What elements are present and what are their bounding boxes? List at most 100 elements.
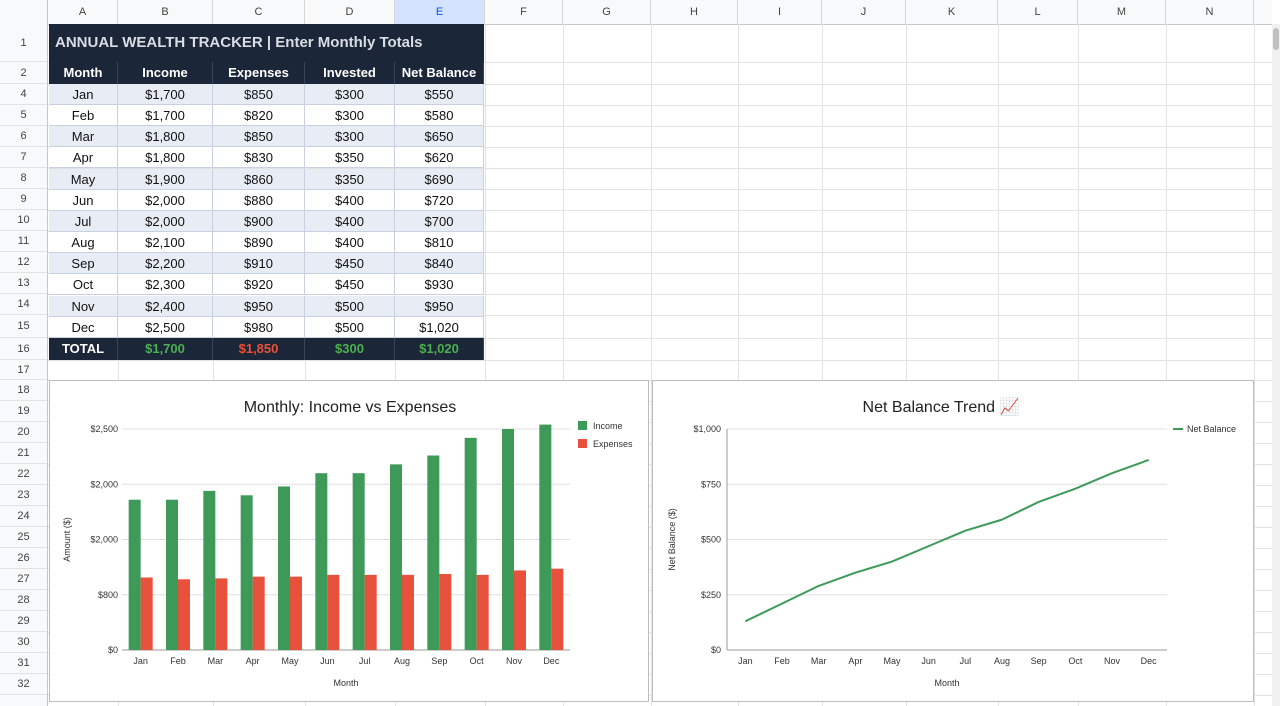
table-cell[interactable]: Jun	[49, 189, 118, 211]
table-cell[interactable]: $850	[213, 84, 305, 105]
row-header-25[interactable]: 25	[0, 527, 47, 548]
row-header-20[interactable]: 20	[0, 422, 47, 443]
row-header-8[interactable]: 8	[0, 168, 47, 189]
column-header-m[interactable]: M	[1078, 0, 1166, 24]
table-cell[interactable]: $300	[305, 105, 395, 127]
column-header-b[interactable]: B	[118, 0, 213, 24]
table-cell[interactable]: $500	[305, 316, 395, 338]
table-cell[interactable]: $580	[395, 105, 484, 127]
table-cell[interactable]: $1,700	[118, 105, 213, 127]
table-cell[interactable]: May	[49, 168, 118, 190]
table-cell[interactable]: $950	[213, 295, 305, 317]
table-cell[interactable]: Dec	[49, 316, 118, 338]
table-cell[interactable]: Nov	[49, 295, 118, 317]
column-header-n[interactable]: N	[1166, 0, 1254, 24]
column-header-l[interactable]: L	[998, 0, 1078, 24]
row-header-16[interactable]: 16	[0, 338, 47, 360]
column-header-c[interactable]: C	[213, 0, 305, 24]
table-cell[interactable]: Apr	[49, 147, 118, 169]
table-cell[interactable]: Mar	[49, 126, 118, 148]
table-cell[interactable]: Sep	[49, 253, 118, 275]
table-cell[interactable]: Feb	[49, 105, 118, 127]
row-header-13[interactable]: 13	[0, 273, 47, 294]
table-cell[interactable]: $400	[305, 210, 395, 232]
table-cell[interactable]: $980	[213, 316, 305, 338]
total-cell[interactable]: $300	[305, 338, 395, 360]
table-cell[interactable]: $840	[395, 253, 484, 275]
income-expenses-chart[interactable]: Monthly: Income vs Expenses $0 $800 $2,000 $…	[49, 380, 649, 702]
row-header-2[interactable]: 2	[0, 62, 47, 84]
table-cell[interactable]: $350	[305, 147, 395, 169]
row-header-1[interactable]: 1	[0, 24, 47, 62]
column-header-e[interactable]: E	[395, 0, 485, 24]
table-cell[interactable]: Jan	[49, 84, 118, 105]
table-cell[interactable]: $350	[305, 168, 395, 190]
table-cell[interactable]: $450	[305, 253, 395, 275]
table-cell[interactable]: $400	[305, 232, 395, 254]
table-cell[interactable]: $720	[395, 189, 484, 211]
column-header-k[interactable]: K	[906, 0, 998, 24]
total-cell[interactable]: $1,700	[118, 338, 213, 360]
table-header-income[interactable]: Income	[118, 62, 213, 84]
table-header-expenses[interactable]: Expenses	[213, 62, 305, 84]
table-cell[interactable]: $890	[213, 232, 305, 254]
table-cell[interactable]: $2,100	[118, 232, 213, 254]
column-header-g[interactable]: G	[563, 0, 651, 24]
row-header-29[interactable]: 29	[0, 611, 47, 632]
total-label[interactable]: TOTAL	[49, 338, 118, 360]
row-header-5[interactable]: 5	[0, 105, 47, 126]
table-cell[interactable]: Jul	[49, 210, 118, 232]
table-cell[interactable]: $450	[305, 274, 395, 296]
table-cell[interactable]: $620	[395, 147, 484, 169]
total-cell[interactable]: $1,020	[395, 338, 484, 360]
row-header-23[interactable]: 23	[0, 485, 47, 506]
table-cell[interactable]: $830	[213, 147, 305, 169]
column-header-a[interactable]: A	[48, 0, 118, 24]
table-cell[interactable]: $850	[213, 126, 305, 148]
table-cell[interactable]: $1,900	[118, 168, 213, 190]
table-cell[interactable]: $2,300	[118, 274, 213, 296]
row-header-7[interactable]: 7	[0, 147, 47, 168]
table-cell[interactable]: $820	[213, 105, 305, 127]
row-header-17[interactable]: 17	[0, 360, 47, 380]
row-header-18[interactable]: 18	[0, 380, 47, 401]
row-header-6[interactable]: 6	[0, 126, 47, 147]
total-cell[interactable]: $1,850	[213, 338, 305, 360]
row-header-4[interactable]: 4	[0, 84, 47, 105]
column-header-i[interactable]: I	[738, 0, 822, 24]
table-cell[interactable]: $810	[395, 232, 484, 254]
table-cell[interactable]: $930	[395, 274, 484, 296]
table-cell[interactable]: $950	[395, 295, 484, 317]
column-header-f[interactable]: F	[485, 0, 563, 24]
select-all-corner[interactable]	[0, 0, 48, 24]
table-cell[interactable]: $910	[213, 253, 305, 275]
table-cell[interactable]: $690	[395, 168, 484, 190]
table-cell[interactable]: $500	[305, 295, 395, 317]
row-header-12[interactable]: 12	[0, 252, 47, 273]
table-header-net-balance[interactable]: Net Balance	[395, 62, 484, 84]
table-cell[interactable]: $650	[395, 126, 484, 148]
net-balance-chart[interactable]: Net Balance Trend 📈 $0 $250 $500 $750 $1,000 N…	[652, 380, 1254, 702]
vertical-scrollbar[interactable]	[1272, 24, 1280, 706]
row-header-11[interactable]: 11	[0, 231, 47, 252]
table-cell[interactable]: $300	[305, 126, 395, 148]
table-cell[interactable]: $920	[213, 274, 305, 296]
table-cell[interactable]: $1,800	[118, 126, 213, 148]
column-header-j[interactable]: J	[822, 0, 906, 24]
column-header-d[interactable]: D	[305, 0, 395, 24]
table-cell[interactable]: Aug	[49, 232, 118, 254]
table-header-month[interactable]: Month	[49, 62, 118, 84]
table-cell[interactable]: $2,500	[118, 316, 213, 338]
row-header-14[interactable]: 14	[0, 294, 47, 315]
table-cell[interactable]: Oct	[49, 274, 118, 296]
row-header-30[interactable]: 30	[0, 632, 47, 653]
table-cell[interactable]: $550	[395, 84, 484, 105]
table-cell[interactable]: $880	[213, 189, 305, 211]
row-header-21[interactable]: 21	[0, 443, 47, 464]
table-cell[interactable]: $900	[213, 210, 305, 232]
row-header-27[interactable]: 27	[0, 569, 47, 590]
table-cell[interactable]: $1,800	[118, 147, 213, 169]
table-header-invested[interactable]: Invested	[305, 62, 395, 84]
row-header-28[interactable]: 28	[0, 590, 47, 611]
table-cell[interactable]: $1,700	[118, 84, 213, 105]
